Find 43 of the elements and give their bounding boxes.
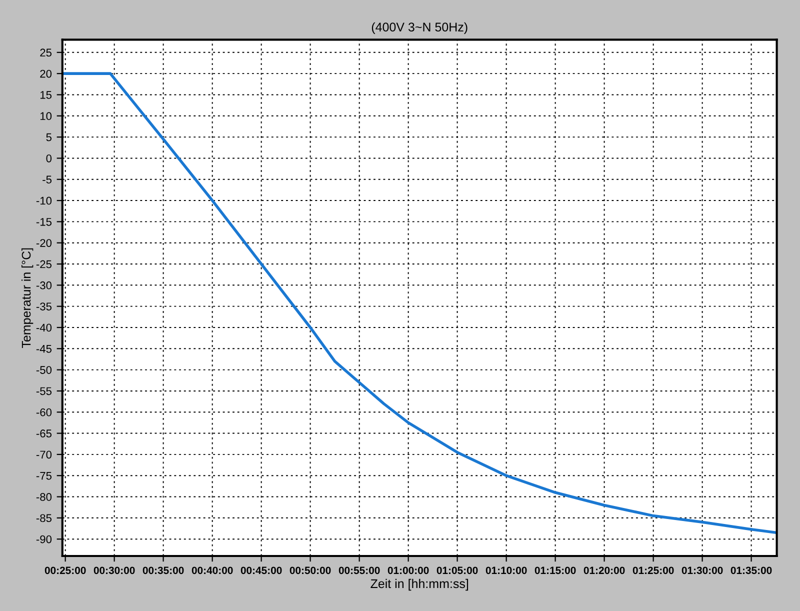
y-tick-label: -5	[42, 176, 52, 184]
y-tick-label: 5	[46, 133, 52, 142]
y-tick-label: -45	[36, 345, 52, 353]
y-tick-label: 10	[40, 112, 52, 120]
x-tick-label: 00:50:00	[290, 566, 331, 574]
y-tick-label: -60	[36, 408, 52, 416]
y-tick-label: -75	[36, 472, 52, 480]
x-tick-label: 01:20:00	[584, 566, 625, 574]
y-tick-label: -50	[36, 366, 52, 374]
x-tick-label: 01:35:00	[730, 566, 772, 574]
y-tick-label: -25	[36, 260, 52, 268]
x-tick-label: 01:15:00	[534, 566, 576, 574]
y-tick-label: 15	[40, 91, 52, 99]
x-tick-label: 01:05:00	[436, 566, 478, 574]
x-tick-label: 01:10:00	[486, 566, 527, 574]
x-tick-label: 00:25:00	[44, 566, 86, 574]
y-tick-label: -20	[36, 239, 52, 247]
y-tick-label: -90	[36, 535, 52, 544]
x-tick-label: 01:25:00	[632, 566, 674, 574]
y-tick-label: 25	[40, 48, 52, 57]
y-tick-label: 0	[46, 154, 52, 162]
x-tick-label: 00:45:00	[240, 566, 282, 574]
y-tick-label: -70	[36, 450, 52, 459]
x-tick-label: 01:30:00	[682, 566, 723, 574]
y-tick-label: -10	[36, 196, 52, 205]
x-tick-label: 01:00:00	[388, 566, 429, 574]
y-axis-title: Temperatur in [°C]	[21, 248, 34, 348]
x-tick-label: 00:55:00	[338, 566, 380, 574]
y-tick-label: -40	[36, 324, 52, 332]
y-tick-label: -55	[36, 387, 52, 396]
x-tick-label: 00:35:00	[142, 566, 184, 574]
line-series	[62, 72, 777, 534]
y-tick-label: -85	[36, 514, 52, 522]
y-tick-label: -30	[36, 281, 52, 290]
y-tick-label: 20	[40, 70, 52, 78]
chart-title: (400V 3~N 50Hz)	[372, 22, 468, 34]
y-tick-label: -80	[36, 493, 52, 501]
y-tick-label: -35	[36, 302, 52, 310]
x-tick-label: 00:30:00	[94, 566, 135, 574]
x-axis-title: Zeit in [hh:mm:ss]	[370, 578, 468, 591]
y-tick-label: -15	[36, 218, 52, 226]
y-tick-label: -65	[36, 430, 52, 438]
x-tick-label: 00:40:00	[192, 566, 233, 574]
